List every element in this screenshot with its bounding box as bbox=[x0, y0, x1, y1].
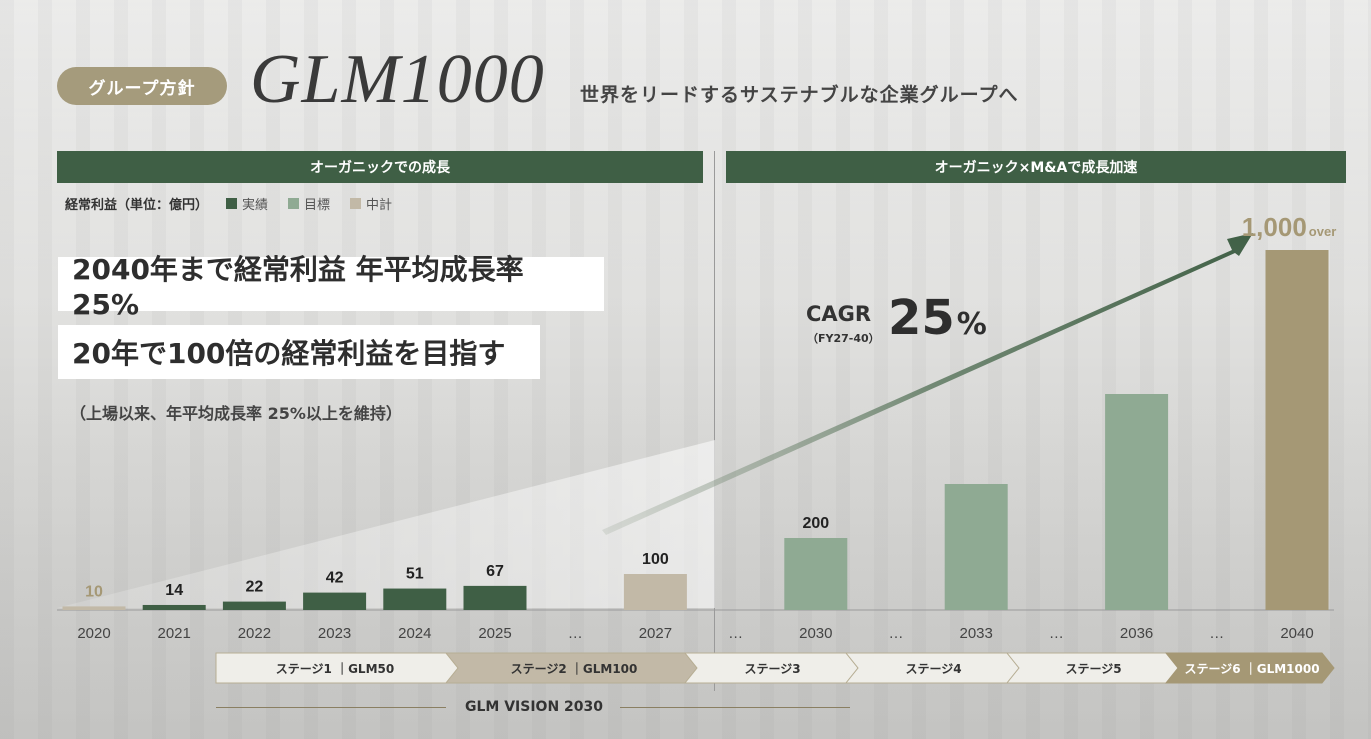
glm-vision-2030-label: GLM VISION 2030 bbox=[465, 699, 604, 715]
stage-3-label: ステージ3 bbox=[744, 661, 801, 676]
bar-2024 bbox=[383, 588, 447, 610]
bar-2040 bbox=[1265, 250, 1329, 610]
bar-2036 bbox=[1105, 394, 1169, 610]
x-tick-label: … bbox=[568, 625, 583, 642]
data-label-2020: 10 bbox=[85, 583, 103, 600]
vision-line-right bbox=[620, 707, 850, 708]
bar-2027 bbox=[623, 574, 687, 610]
legend-swatch-actual bbox=[226, 198, 238, 209]
headline-100x-goal: 20年で100倍の経常利益を目指す bbox=[58, 325, 540, 379]
data-label-2022: 22 bbox=[246, 579, 264, 596]
legend-label-target: 目標 bbox=[304, 198, 331, 213]
x-tick-label: 2040 bbox=[1280, 625, 1313, 642]
bar-2023 bbox=[303, 592, 367, 610]
legend-label-actual: 実績 bbox=[242, 198, 269, 213]
x-tick-label: 2024 bbox=[398, 625, 431, 642]
organic-ma-growth-band: オーガニック×M&Aで成長加速 bbox=[726, 151, 1346, 183]
data-label-2021: 14 bbox=[165, 582, 183, 599]
legend-item-actual: 実績 bbox=[226, 194, 268, 213]
page-subtitle: 世界をリードするサステナブルな企業グループへ bbox=[580, 85, 1019, 106]
stage-5-label: ステージ5 bbox=[1065, 661, 1122, 676]
x-tick-label: 2020 bbox=[77, 625, 110, 642]
data-label-2027: 100 bbox=[642, 551, 669, 568]
cagr-label: CAGR bbox=[806, 302, 872, 326]
legend-item-target: 目標 bbox=[288, 194, 330, 213]
legend-label-midplan: 中計 bbox=[366, 198, 393, 213]
x-tick-label: 2025 bbox=[478, 625, 511, 642]
bar-2021 bbox=[142, 604, 206, 610]
x-tick-label: … bbox=[728, 625, 743, 642]
bar-2025 bbox=[463, 585, 527, 610]
bar-2033 bbox=[944, 484, 1008, 610]
x-tick-label: 2033 bbox=[960, 625, 993, 642]
growth-arrow bbox=[602, 233, 1253, 535]
data-label-2024: 51 bbox=[406, 566, 424, 583]
organic-growth-band: オーガニックでの成長 bbox=[57, 151, 703, 183]
bar-2030 bbox=[784, 538, 848, 610]
legend-swatch-midplan bbox=[350, 198, 362, 209]
x-tick-label: 2030 bbox=[799, 625, 832, 642]
x-tick-label: 2021 bbox=[158, 625, 191, 642]
bar-2022 bbox=[222, 601, 286, 610]
x-tick-label: 2023 bbox=[318, 625, 351, 642]
cagr-value: 25% bbox=[888, 290, 987, 346]
section-divider bbox=[714, 151, 715, 691]
legend-title: 経常利益（単位：億円） bbox=[65, 198, 209, 213]
data-label-2025: 67 bbox=[486, 563, 504, 580]
vision-line-left bbox=[216, 707, 446, 708]
growth-wedge bbox=[57, 440, 715, 608]
bar-group: 2020 10 2021 14 2022 22 2023 42 2024 51 2025 67 … 202… bbox=[62, 212, 1336, 642]
data-label-2023: 42 bbox=[326, 570, 344, 587]
cagr-number: 25 bbox=[888, 290, 955, 346]
x-tick-label: 2036 bbox=[1120, 625, 1153, 642]
x-tick-label: … bbox=[1049, 625, 1064, 642]
track-record-note: （上場以来、年平均成長率 25%以上を維持） bbox=[70, 404, 402, 423]
stage-4-label: ステージ4 bbox=[905, 661, 962, 676]
group-policy-tag: グループ方針 bbox=[57, 67, 227, 105]
stage-2-label: ステージ2 ｜GLM100 bbox=[510, 661, 638, 676]
legend-swatch-target bbox=[288, 198, 300, 209]
x-tick-label: 2022 bbox=[238, 625, 271, 642]
stage-1-label: ステージ1 ｜GLM50 bbox=[275, 661, 395, 676]
x-tick-label: … bbox=[889, 625, 904, 642]
page-title: GLM1000 bbox=[250, 41, 545, 118]
bar-2020 bbox=[62, 606, 126, 610]
headline-growth-rate: 2040年まで経常利益 年平均成長率25% bbox=[58, 253, 604, 321]
cagr-unit: % bbox=[956, 307, 987, 342]
cagr-period: （FY27-40） bbox=[807, 332, 880, 345]
stage-6-chevron bbox=[1164, 652, 1335, 684]
x-tick-label: … bbox=[1209, 625, 1224, 642]
legend-item-midplan: 中計 bbox=[350, 194, 392, 213]
x-tick-label: 2027 bbox=[639, 625, 672, 642]
chart-legend: 経常利益（単位：億円） 実績 目標 中計 bbox=[65, 194, 412, 213]
data-label-suffix: over bbox=[1309, 224, 1336, 239]
stage-6-label: ステージ6 ｜GLM1000 bbox=[1184, 661, 1320, 676]
data-label-2030: 200 bbox=[802, 515, 829, 532]
